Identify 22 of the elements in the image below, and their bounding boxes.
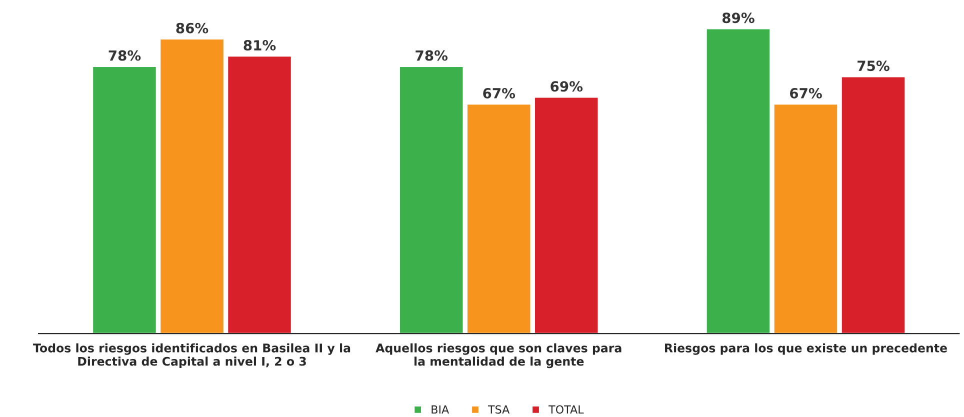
data-label: 69% xyxy=(550,81,583,92)
bar xyxy=(840,76,906,334)
data-label: 81% xyxy=(244,40,276,51)
data-label: 78% xyxy=(416,50,448,61)
x-tick-label: Aquellos riesgos que son claves para la mentalidad de la gente xyxy=(376,343,622,368)
x-tick-label: Todos los riesgos identificados en Basilea II y la Directiva de Capital a nivel I, 2 o 3 xyxy=(33,343,350,368)
data-label: 75% xyxy=(858,60,890,72)
data-label: 89% xyxy=(722,12,754,24)
bar xyxy=(466,103,532,334)
legend-label: TSA xyxy=(488,405,510,414)
data-label: 78% xyxy=(108,50,141,61)
legend-label: TOTAL xyxy=(548,405,584,414)
bar xyxy=(705,28,771,334)
data-label: 67% xyxy=(483,88,516,99)
bar xyxy=(92,66,158,334)
x-tick-label: Riesgos para los que existe un precedente xyxy=(665,343,947,355)
bar xyxy=(398,66,464,334)
legend-label: BIA xyxy=(432,405,450,414)
data-label: 67% xyxy=(790,88,822,99)
data-label: 86% xyxy=(176,22,208,34)
bar xyxy=(772,103,839,334)
bar xyxy=(534,96,600,334)
